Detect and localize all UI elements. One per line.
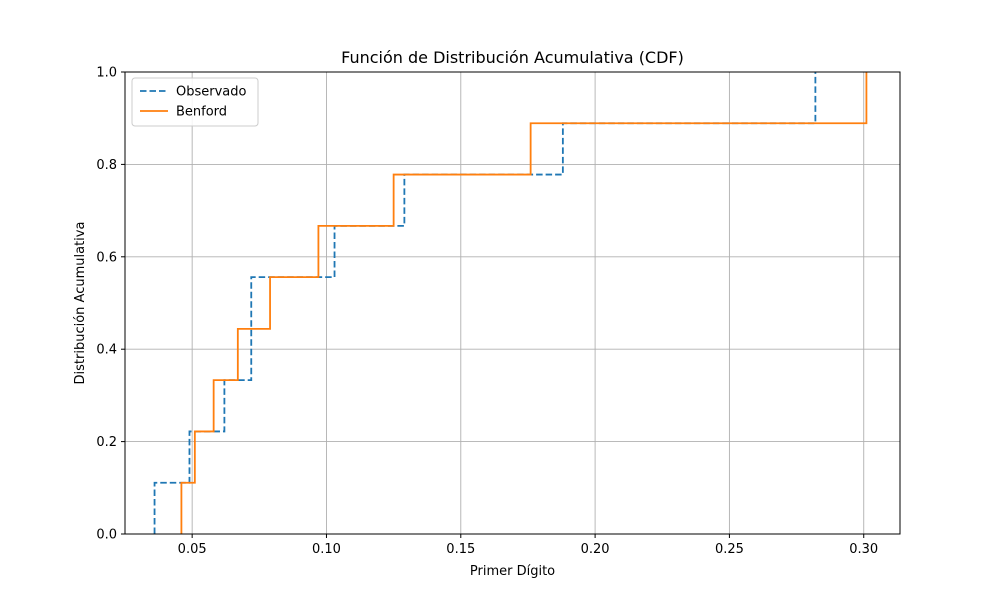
x-ticks: 0.05 0.10 0.15 0.20 0.25 0.30 — [178, 534, 878, 557]
x-tick-label: 0.10 — [312, 542, 341, 557]
legend-label: Benford — [176, 105, 227, 120]
chart-title: Función de Distribución Acumulativa (CDF… — [341, 48, 684, 67]
series-line-benford — [180, 72, 868, 534]
x-axis-label: Primer Dígito — [470, 564, 555, 579]
legend: Observado Benford — [131, 77, 259, 127]
x-tick-label: 0.20 — [581, 542, 610, 557]
y-tick-label: 0.4 — [96, 343, 117, 358]
y-tick-label: 0.2 — [96, 435, 117, 450]
y-tick-label: 0.0 — [96, 528, 117, 543]
y-tick-label: 1.0 — [96, 66, 117, 81]
x-tick-label: 0.05 — [178, 542, 207, 557]
plot-frame — [124, 71, 901, 535]
y-tick-label: 0.6 — [96, 250, 117, 265]
legend-box — [131, 77, 259, 127]
x-tick-label: 0.15 — [446, 542, 475, 557]
y-tick-label: 0.8 — [96, 158, 117, 173]
y-ticks: 0.0 0.2 0.4 0.6 0.8 1.0 — [96, 66, 125, 543]
series-layer — [153, 72, 868, 534]
x-tick-label: 0.30 — [849, 542, 878, 557]
y-axis-label: Distribución Acumulativa — [73, 222, 88, 385]
legend-label: Observado — [176, 85, 247, 100]
x-tick-label: 0.25 — [715, 542, 744, 557]
